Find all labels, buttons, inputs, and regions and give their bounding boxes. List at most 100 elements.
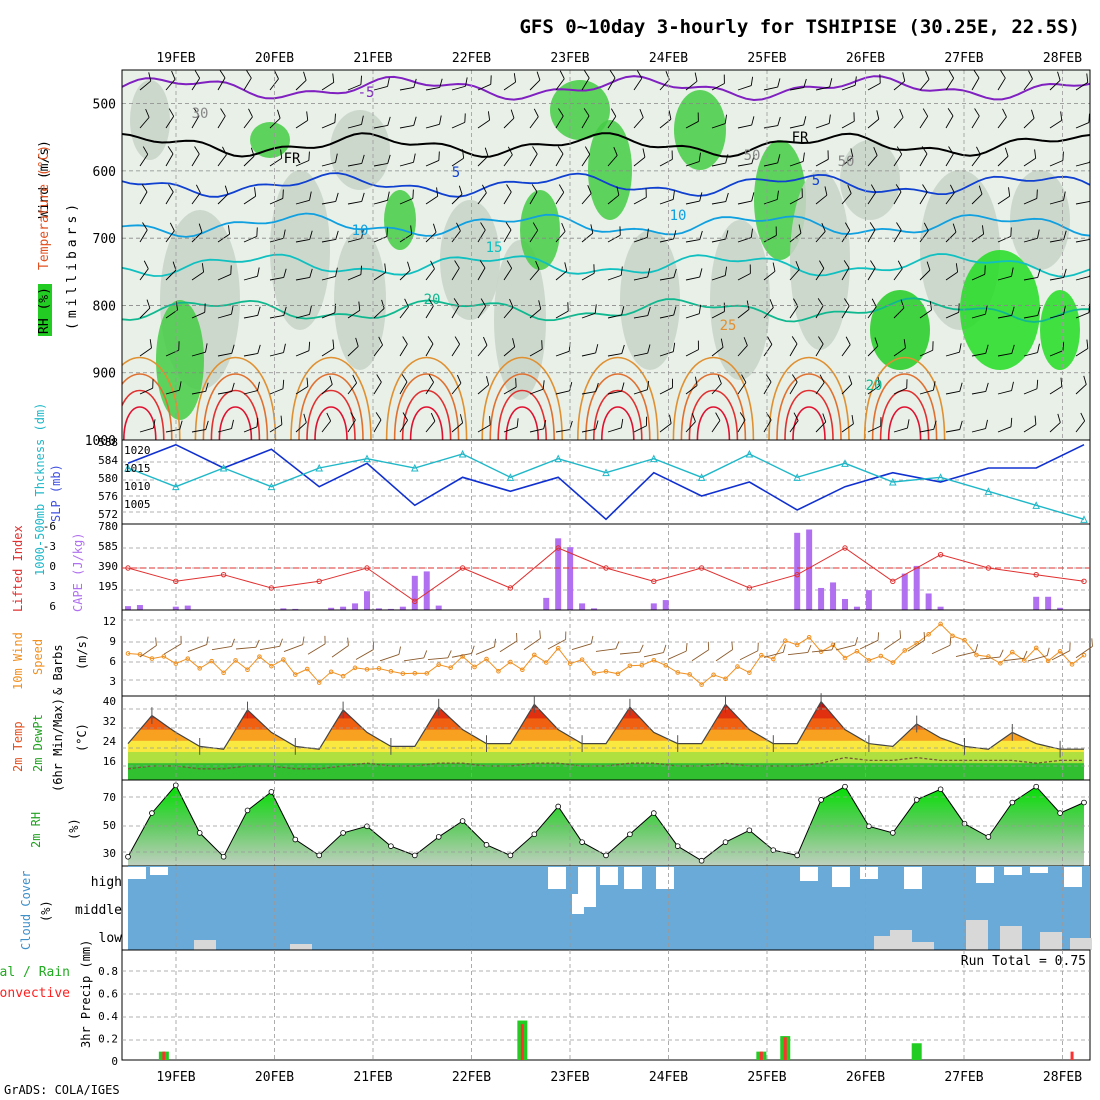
cape-bar xyxy=(125,606,131,610)
barb-shaft xyxy=(477,192,487,205)
barb-shaft xyxy=(321,276,336,281)
wind-speed-marker xyxy=(412,670,418,676)
cape-bar xyxy=(399,606,406,610)
barb-flag xyxy=(375,412,382,421)
temp-band xyxy=(128,752,1084,765)
upper-wind-barb xyxy=(633,188,647,205)
barb-shaft xyxy=(451,422,463,433)
surface-wind-barb xyxy=(1051,642,1071,661)
barb-flag xyxy=(361,115,364,125)
upper-wind-barb xyxy=(893,419,910,433)
upper-wind-barb xyxy=(737,374,747,395)
upper-wind-barb xyxy=(1023,189,1038,205)
barb-shaft xyxy=(867,267,876,281)
barb-flag xyxy=(646,380,650,390)
barb-shaft xyxy=(373,236,388,243)
warm-contour-loop xyxy=(784,389,834,440)
temp-band-base xyxy=(128,774,1084,780)
slp-tick-label: 1005 xyxy=(124,498,151,511)
barb-flag xyxy=(257,306,261,316)
bottom-date-label: 28FEB xyxy=(1043,1070,1082,1085)
barb-flag xyxy=(432,223,437,233)
barb-shaft xyxy=(867,155,878,167)
barb-flag xyxy=(168,108,175,117)
rh-marker xyxy=(913,797,920,803)
wind-speed-marker xyxy=(269,663,274,669)
rh-shading xyxy=(122,70,1090,440)
barb-flag xyxy=(985,419,988,429)
thickness-marker xyxy=(745,449,754,458)
upper-wind-barb xyxy=(893,108,904,129)
bottom-date-axis: 19FEB 20FEB 21FEB 22FEB 23FEB 24FEB 25FEB 26FEB… xyxy=(156,1070,1082,1085)
surface-wind-barb xyxy=(907,632,926,652)
wind-label-4: (m/s) xyxy=(75,634,89,670)
barb-shaft xyxy=(711,201,726,205)
bottom-date-label: 27FEB xyxy=(944,1070,983,1085)
barb-shaft xyxy=(347,84,362,91)
barb-flag xyxy=(616,186,620,196)
surface-wind-barb xyxy=(235,639,260,650)
barb-flag xyxy=(153,419,156,429)
barb-flag xyxy=(897,260,903,269)
barb-flag xyxy=(1031,109,1035,119)
barb-flag xyxy=(932,341,934,351)
barb-shaft xyxy=(269,237,284,243)
rh-marker xyxy=(411,852,418,859)
barb-flag xyxy=(746,300,750,310)
high-cloud-block xyxy=(1030,867,1048,873)
barb-shaft xyxy=(737,273,751,281)
barb-shaft xyxy=(217,115,226,129)
barb-flag xyxy=(204,303,206,313)
warm-contour-loop xyxy=(688,389,739,440)
barb-flag xyxy=(306,111,309,121)
barb-shaft xyxy=(945,351,960,357)
upper-wind-barb xyxy=(399,374,408,395)
upper-wind-barb xyxy=(581,264,595,281)
rh-marker xyxy=(746,827,753,834)
barb-flag xyxy=(906,379,908,389)
upper-wind-barb xyxy=(737,116,755,129)
barb-shaft xyxy=(715,649,733,662)
high-cloud-block xyxy=(832,867,850,887)
upper-wind-barb xyxy=(737,192,755,205)
barb-shaft xyxy=(477,306,487,319)
rh-region xyxy=(1040,290,1080,370)
chart-title: GFS 0~10day 3-hourly for TSHIPISE (30.25… xyxy=(519,16,1080,38)
rh-region xyxy=(330,110,390,190)
2m-dewpoint-line xyxy=(127,756,1084,770)
thickness-marker xyxy=(697,473,706,481)
pressure-tick-label: 900 xyxy=(93,367,116,382)
barb-shaft xyxy=(859,639,879,650)
upper-wind-barb xyxy=(867,417,882,433)
warm-contour-loop xyxy=(123,406,157,440)
barb-shaft xyxy=(883,637,901,650)
upper-wind-barb xyxy=(685,340,699,357)
barb-shaft xyxy=(379,654,400,662)
upper-wind-barb xyxy=(789,336,798,357)
barb-flag xyxy=(870,260,876,269)
barb-shaft xyxy=(451,305,460,319)
barb-flag xyxy=(685,643,688,652)
upper-wind-barb xyxy=(217,108,226,129)
barb-shaft xyxy=(191,429,206,433)
upper-wind-barb xyxy=(243,417,259,433)
upper-wind-barb xyxy=(685,192,703,205)
barb-shaft xyxy=(971,313,986,319)
upper-wind-barb xyxy=(971,185,983,205)
upper-wind-barb xyxy=(789,152,805,167)
barb-flag xyxy=(1011,306,1015,316)
barb-flag xyxy=(413,116,417,126)
barb-shaft xyxy=(347,419,356,433)
barb-flag xyxy=(1091,638,1093,647)
barb-shaft xyxy=(295,160,310,167)
upper-wind-barb xyxy=(373,299,385,319)
barb-flag xyxy=(699,192,703,202)
barb-shaft xyxy=(867,118,880,129)
lifted-index-line xyxy=(127,547,1085,602)
barb-shaft xyxy=(373,125,388,129)
top-date-label: 22FEB xyxy=(452,51,491,66)
barb-shaft xyxy=(971,154,981,167)
barb-shaft xyxy=(763,651,784,658)
upper-wind-barb xyxy=(217,146,227,167)
upper-wind-barb xyxy=(607,306,625,319)
